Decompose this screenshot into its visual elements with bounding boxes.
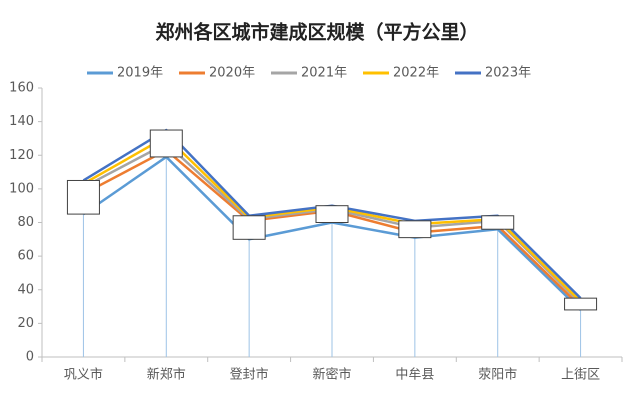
up-down-bar: [315, 205, 349, 223]
up-down-bar: [398, 220, 432, 239]
legend-label: 2023年: [485, 66, 531, 81]
y-tick-label: 40: [17, 282, 34, 297]
y-tick-label: 140: [9, 114, 34, 129]
up-down-bar: [232, 215, 266, 240]
y-tick-label: 60: [17, 249, 34, 264]
up-down-bar: [66, 179, 100, 215]
x-tick-label: 新郑市: [147, 367, 186, 383]
legend-label: 2020年: [209, 66, 255, 81]
x-tick-label: 登封市: [230, 367, 269, 383]
legend-label: 2021年: [301, 66, 347, 81]
y-tick-label: 160: [9, 81, 34, 96]
y-tick-label: 100: [9, 181, 34, 196]
y-tick-label: 80: [17, 215, 34, 230]
x-tick-label: 上街区: [561, 368, 600, 383]
x-tick-label: 巩义市: [64, 367, 103, 383]
up-down-bar: [149, 129, 183, 158]
chart-title: 郑州各区城市建成区规模（平方公里）: [155, 21, 478, 44]
legend-label: 2019年: [117, 66, 163, 81]
up-down-bar: [564, 297, 598, 311]
x-tick-label: 中牟县: [395, 368, 434, 383]
y-tick-label: 0: [26, 350, 34, 365]
x-tick-label: 荥阳市: [478, 367, 517, 383]
legend-label: 2022年: [393, 66, 439, 81]
x-tick-label: 新密市: [312, 367, 351, 383]
up-down-bar: [481, 215, 515, 230]
y-tick-label: 20: [17, 316, 34, 331]
y-tick-label: 120: [9, 148, 34, 163]
